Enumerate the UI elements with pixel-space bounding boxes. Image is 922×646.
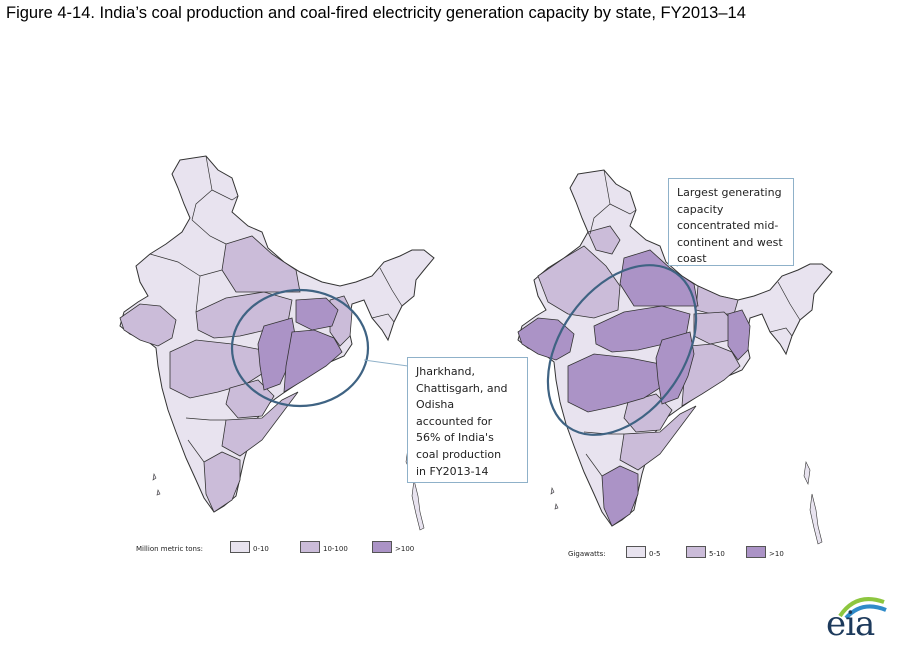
- state-mid-rajasthan: [537, 245, 621, 319]
- legend-swatch-mid: [686, 546, 706, 558]
- callout-line: 56% of India's: [416, 431, 494, 445]
- callout-line: Odisha: [416, 398, 455, 412]
- highlight-ellipse-left: [230, 288, 370, 408]
- callout-line: continent and west: [677, 235, 783, 249]
- state-mid-up: [221, 235, 301, 293]
- callout-line: Largest generating: [677, 186, 782, 199]
- legend-swatch-mid: [300, 541, 320, 553]
- state-high-up: [619, 249, 699, 307]
- state-borders-left: [149, 155, 403, 463]
- state-mid-haryana: [587, 225, 621, 255]
- callout-line: capacity: [677, 202, 724, 216]
- callout-line: concentrated mid-: [677, 219, 779, 233]
- state-high-odisha: [283, 329, 343, 393]
- highlight-ellipse-right: [546, 264, 698, 436]
- legend-label: >10: [769, 550, 784, 558]
- state-high-chattisgarh: [655, 331, 695, 405]
- state-high-wb: [727, 309, 751, 361]
- state-mid-gujarat: [119, 303, 177, 347]
- state-mid-andhra: [221, 391, 299, 457]
- legend-label: >100: [395, 545, 415, 553]
- legend-swatch-high: [746, 546, 766, 558]
- callout-line: coast: [677, 252, 707, 266]
- legend-swatch-low: [626, 546, 646, 558]
- legend-label: 10-100: [323, 545, 348, 553]
- state-mid-bihar: [695, 285, 739, 315]
- callout-line: in FY2013-14: [416, 464, 489, 478]
- callout-line: Jharkhand,: [416, 365, 476, 378]
- islands-right: [550, 461, 823, 545]
- map-coal-production: [119, 155, 435, 531]
- legend-label: 0-5: [649, 550, 661, 558]
- callout-coal-production: Jharkhand, Chattisgarh, and Odisha accou…: [407, 357, 528, 483]
- state-high-tamilnadu: [601, 465, 639, 527]
- state-high-maharashtra: [567, 353, 667, 413]
- legend-title: Gigawatts:: [568, 550, 606, 558]
- callout-line: coal production: [416, 447, 502, 461]
- legend-title: Million metric tons:: [136, 545, 203, 553]
- legend-coal-production: Million metric tons: 0-10 10-100 >100: [136, 541, 436, 557]
- callout-leader-left: [363, 359, 409, 367]
- eia-logo: eia: [826, 590, 890, 644]
- legend-label: 5-10: [709, 550, 725, 558]
- state-mid-andhra-r: [619, 405, 697, 471]
- state-high-gujarat: [517, 317, 575, 361]
- legend-swatch-high: [372, 541, 392, 553]
- state-borders-right: [583, 169, 801, 477]
- figure-title: Figure 4-14. India’s coal production and…: [6, 4, 746, 22]
- callout-line: Chattisgarh, and: [416, 381, 508, 395]
- callout-generation-capacity: Largest generating capacity concentrated…: [668, 178, 794, 266]
- eia-logo-text: eia: [826, 604, 875, 644]
- eia-logo-arcs-icon: [838, 597, 887, 620]
- state-mid-maharashtra: [169, 339, 269, 399]
- map-generation-capacity: [517, 169, 833, 545]
- state-high-jharkhand: [295, 297, 339, 331]
- legend-swatch-low: [230, 541, 250, 553]
- legend-label: 0-10: [253, 545, 269, 553]
- legend-generation-capacity: Gigawatts: 0-5 5-10 >10: [568, 546, 808, 562]
- state-mid-telangana: [225, 379, 275, 419]
- callout-line: accounted for: [416, 414, 493, 428]
- state-mid-odisha-r: [681, 343, 741, 407]
- state-high-chattisgarh: [257, 317, 297, 391]
- state-mid-tamilnadu: [203, 451, 241, 513]
